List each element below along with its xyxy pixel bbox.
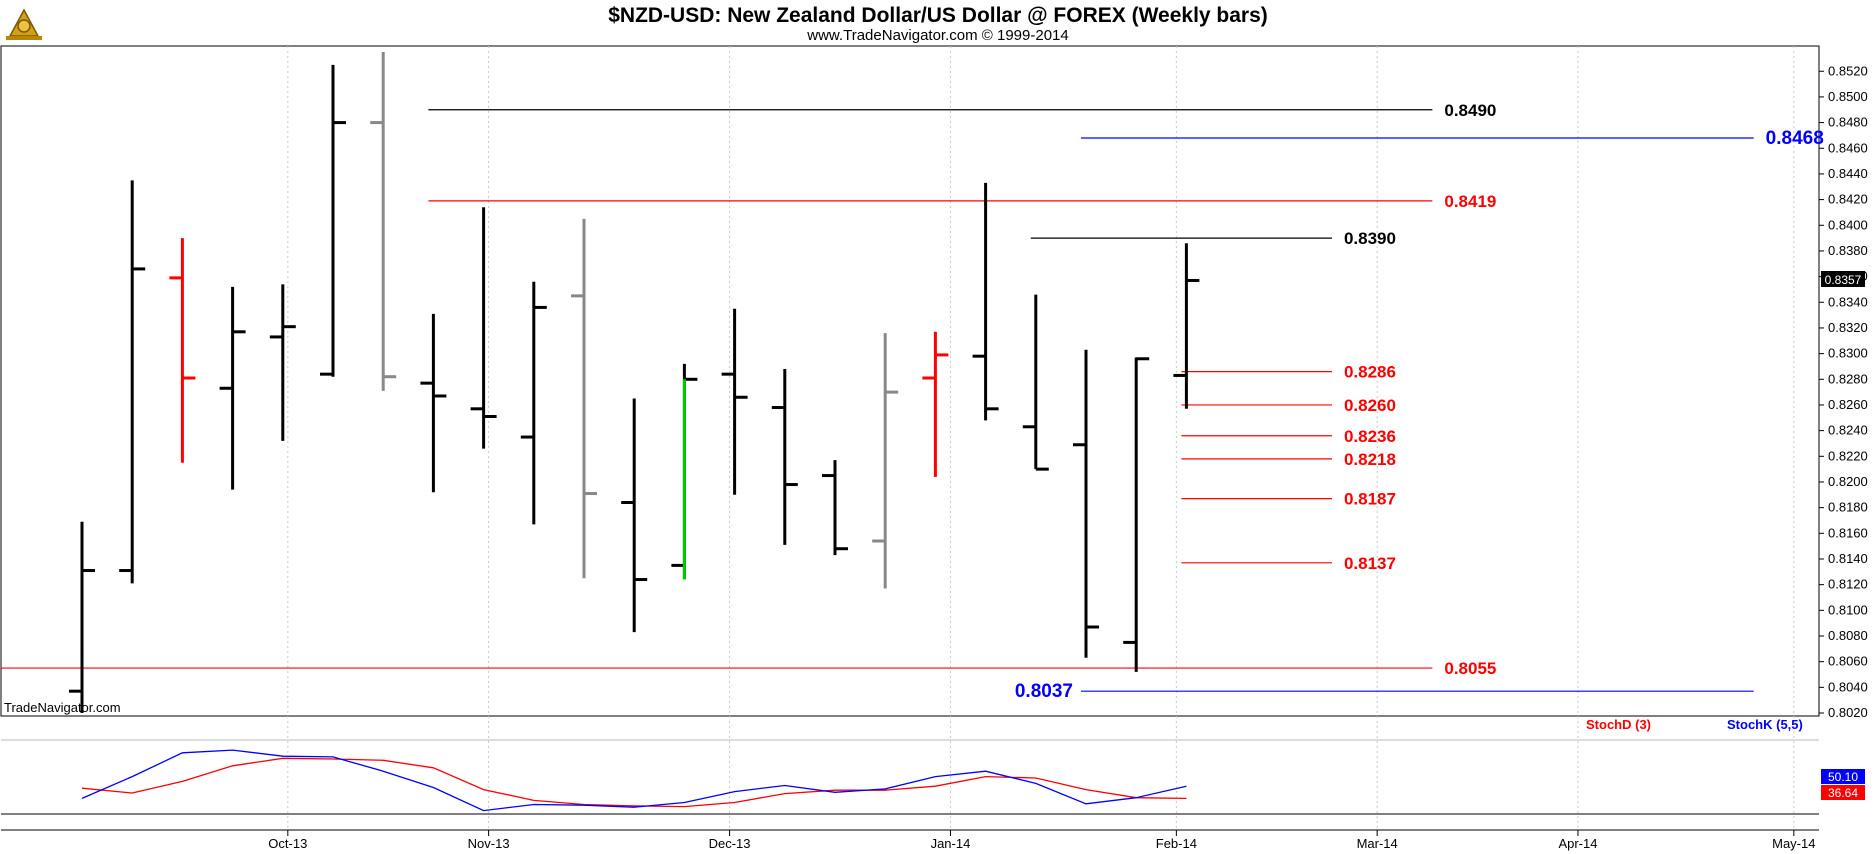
ohlc-bar [169, 238, 196, 463]
sextant-icon [6, 8, 42, 40]
y-tick-label: 0.8500 [1828, 89, 1868, 104]
ohlc-bar [972, 182, 999, 421]
y-tick-label: 0.8240 [1828, 423, 1868, 438]
ohlc-bar [621, 398, 648, 633]
ohlc-bars [69, 52, 1200, 713]
level-label: 0.8187 [1344, 490, 1396, 509]
x-tick-label: May-14 [1772, 836, 1815, 851]
level-label: 0.8218 [1344, 450, 1396, 469]
ohlc-bar [219, 286, 246, 490]
last-price-flag [1821, 271, 1865, 287]
y-tick-label: 0.8060 [1828, 654, 1868, 669]
stochd-value-flag [1821, 785, 1865, 800]
stochd-value-label: 36.64 [1828, 786, 1858, 800]
chart-subtitle: www.TradeNavigator.com © 1999-2014 [806, 27, 1068, 44]
y-tick-label: 0.8040 [1828, 679, 1868, 694]
y-tick-label: 0.8440 [1828, 166, 1868, 181]
x-tick-label: Nov-13 [468, 836, 510, 851]
x-tick-label: Mar-14 [1357, 836, 1398, 851]
watermark: TradeNavigator.com [4, 700, 121, 715]
level-label: 0.8236 [1344, 427, 1396, 446]
level-label: 0.8037 [1015, 681, 1073, 702]
y-tick-label: 0.8380 [1828, 243, 1868, 258]
y-tick-label: 0.8460 [1828, 140, 1868, 155]
x-axis: Oct-13 Nov-13 Dec-13 Jan-14 Feb-14 Mar-14 Apr-… [268, 830, 1815, 851]
y-tick-label: 0.8080 [1828, 628, 1868, 643]
y-tick-label: 0.8260 [1828, 397, 1868, 412]
y-tick-label: 0.8420 [1828, 192, 1868, 207]
level-label: 0.8468 [1766, 128, 1824, 149]
ohlc-bar [119, 180, 146, 584]
x-tick-label: Oct-13 [268, 836, 307, 851]
y-tick-label: 0.8280 [1828, 371, 1868, 386]
ohlc-bar [320, 64, 346, 377]
y-tick-label: 0.8180 [1828, 500, 1868, 515]
last-price-label: 0.8357 [1825, 273, 1862, 287]
level-label: 0.8419 [1444, 192, 1496, 211]
ohlc-bar [1123, 357, 1150, 672]
ohlc-bar [872, 333, 899, 589]
level-label: 0.8260 [1344, 396, 1396, 415]
grid-lines [287, 46, 1795, 830]
y-tick-label: 0.8300 [1828, 346, 1868, 361]
x-tick-label: Feb-14 [1156, 836, 1197, 851]
stoch-line [81, 757, 1187, 808]
ohlc-bar [1022, 294, 1049, 471]
x-tick-label: Jan-14 [931, 836, 971, 851]
stochastic-panel [81, 749, 1187, 812]
legend-stochk: StochK (5,5) [1727, 717, 1803, 732]
level-label: 0.8286 [1344, 363, 1396, 382]
header-band [0, 0, 1876, 46]
stoch-line [81, 749, 1187, 812]
level-label: 0.8390 [1344, 229, 1396, 248]
y-tick-label: 0.8400 [1828, 217, 1868, 232]
y-tick-label: 0.8160 [1828, 525, 1868, 540]
legend-stochd: StochD (3) [1586, 717, 1651, 732]
price-panel-frame [0, 45, 1820, 717]
stochk-value-flag [1821, 769, 1865, 784]
x-tick-label: Dec-13 [709, 836, 751, 851]
y-tick-label: 0.8520 [1828, 63, 1868, 78]
price-levels: 0.8490 0.8468 0.8419 0.8390 0.8286 0.8260 0.82… [1, 101, 1824, 702]
ohlc-bar [922, 331, 949, 477]
y-axis: 0.8020 0.8040 0.8060 0.8080 0.8100 0.8120 0.81… [1819, 63, 1868, 720]
stochk-value-label: 50.10 [1828, 770, 1858, 784]
ohlc-bar [721, 308, 748, 495]
ohlc-bar [470, 207, 497, 449]
ohlc-bar [571, 218, 597, 579]
y-tick-label: 0.8340 [1828, 294, 1868, 309]
ohlc-bar [69, 521, 95, 713]
ohlc-bar [1073, 349, 1099, 658]
chart-title: $NZD-USD: New Zealand Dollar/US Dollar @… [608, 4, 1268, 27]
level-label: 0.8055 [1444, 659, 1496, 678]
ohlc-bar [520, 281, 547, 525]
ohlc-bar [1173, 243, 1200, 409]
level-label: 0.8490 [1444, 101, 1496, 120]
y-tick-label: 0.8200 [1828, 474, 1868, 489]
y-tick-label: 0.8120 [1828, 577, 1868, 592]
ohlc-bar [420, 313, 447, 493]
y-tick-label: 0.8140 [1828, 551, 1868, 566]
y-tick-label: 0.8220 [1828, 448, 1868, 463]
y-tick-label: 0.8480 [1828, 115, 1868, 130]
y-tick-label: 0.8320 [1828, 320, 1868, 335]
ohlc-bar [370, 52, 397, 391]
ohlc-bar [822, 460, 848, 556]
ohlc-bar [771, 369, 798, 545]
x-tick-label: Apr-14 [1558, 836, 1597, 851]
ohlc-bar [269, 284, 296, 441]
level-label: 0.8137 [1344, 554, 1396, 573]
ohlc-bar [671, 363, 698, 580]
y-tick-label: 0.8100 [1828, 602, 1868, 617]
y-tick-label: 0.8020 [1828, 705, 1868, 720]
